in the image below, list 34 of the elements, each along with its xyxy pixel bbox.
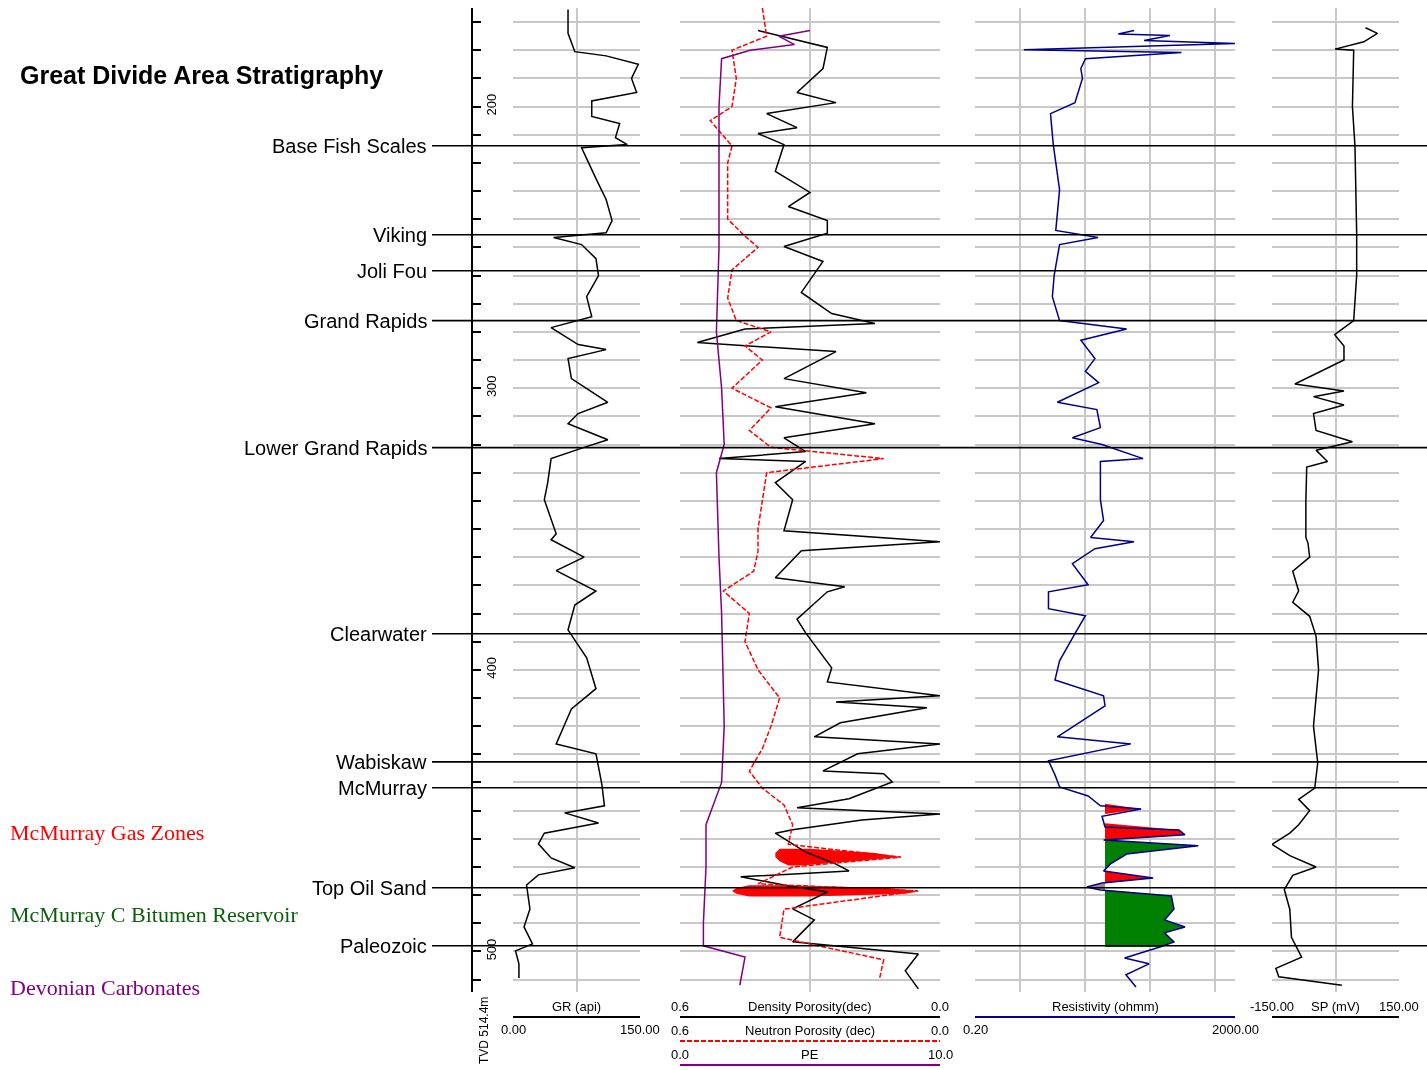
x-tick-label: 150.00 — [1379, 999, 1419, 1014]
text: Great Divide Area Stratigraphy — [20, 60, 384, 89]
x-axis-title: PE — [801, 1047, 819, 1062]
x-tick-label: 0.6 — [671, 999, 690, 1014]
text: McMurray C Bitumen Reservoir — [10, 902, 299, 927]
text: Devonian Carbonates — [10, 975, 200, 1000]
x-tick-label: 0.00 — [501, 1022, 527, 1037]
ref-line-label: Top Oil Sand — [312, 877, 427, 899]
y-tick-label: 200 — [484, 93, 500, 116]
y-axis-title: TVD 514.4m — [477, 996, 491, 1064]
ref-line-label: Wabiskaw — [336, 751, 427, 773]
text: McMurray Gas Zones — [10, 820, 205, 845]
ref-line-label: Viking — [373, 224, 428, 246]
x-tick-label: -150.00 — [1250, 999, 1295, 1014]
x-tick-label: 10.0 — [928, 1047, 954, 1062]
ref-line-label: Lower Grand Rapids — [244, 437, 428, 459]
ref-line-label: McMurray — [338, 777, 427, 799]
y-tick-label: 500 — [484, 938, 500, 961]
ref-line-label: Paleozoic — [340, 935, 427, 957]
x-tick-label: 2000.00 — [1212, 1022, 1259, 1037]
x-axis-title: GR (api) — [552, 999, 602, 1014]
x-axis-title: SP (mV) — [1311, 999, 1360, 1014]
y-tick-label: 300 — [484, 375, 500, 398]
ref-line-label: Clearwater — [330, 623, 428, 645]
ref-line-label: Base Fish Scales — [272, 135, 427, 157]
x-tick-label: 0.0 — [931, 999, 950, 1014]
x2-axis-title: Neutron Porosity (dec) — [745, 1023, 876, 1038]
x-axis-title: Density Porosity(dec) — [748, 999, 872, 1014]
ref-line-label: Grand Rapids — [304, 310, 428, 332]
x-axis-title: Resistivity (ohmm) — [1052, 999, 1159, 1014]
x-tick-label: 150.00 — [620, 1022, 660, 1037]
y-tick-label: 400 — [484, 657, 500, 679]
x-tick-label: 0.20 — [963, 1022, 989, 1037]
ref-line-label: Joli Fou — [357, 260, 428, 282]
